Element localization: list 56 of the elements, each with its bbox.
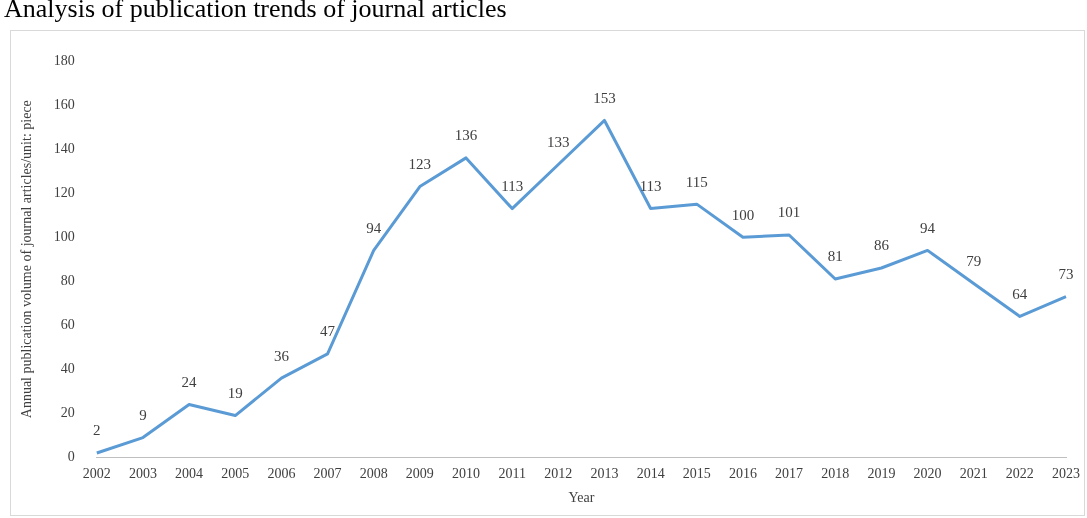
x-tick-label: 2008 [359, 466, 388, 482]
x-tick-label: 2021 [959, 466, 988, 482]
x-tick-label: 2023 [1052, 466, 1080, 482]
data-label: 101 [777, 204, 801, 221]
y-tick-label: 140 [53, 140, 75, 156]
x-tick-label: 2018 [821, 466, 850, 482]
data-label: 113 [501, 177, 524, 194]
y-tick-label: 100 [53, 228, 75, 244]
data-label: 47 [320, 323, 336, 340]
x-tick-label: 2022 [1005, 466, 1034, 482]
data-label: 24 [181, 373, 198, 390]
data-label: 79 [966, 252, 982, 269]
data-label: 123 [408, 155, 432, 172]
data-label: 73 [1058, 266, 1074, 283]
y-tick-label: 60 [60, 316, 75, 332]
data-label: 115 [685, 173, 708, 190]
x-tick-label: 2019 [867, 466, 896, 482]
data-label: 136 [454, 127, 478, 144]
data-label: 36 [273, 347, 290, 364]
y-tick-label: 0 [67, 449, 75, 465]
x-tick-label: 2016 [728, 466, 757, 482]
data-label: 81 [827, 248, 843, 265]
data-label: 94 [366, 219, 382, 236]
x-tick-label: 2020 [913, 466, 942, 482]
y-tick-label: 120 [53, 184, 75, 200]
x-tick-label: 2017 [775, 466, 804, 482]
x-tick-label: 2002 [82, 466, 111, 482]
y-tick-label: 160 [53, 96, 75, 112]
data-label: 94 [920, 219, 936, 236]
data-label: 153 [593, 89, 616, 106]
x-tick-label: 2012 [544, 466, 573, 482]
y-tick-label: 180 [53, 52, 75, 68]
y-axis-title: Annual publication volume of journal articles/unit: piece [19, 100, 35, 419]
data-label: 113 [639, 177, 662, 194]
data-label: 64 [1012, 285, 1028, 302]
data-label: 2 [93, 422, 101, 439]
x-tick-label: 2009 [405, 466, 434, 482]
x-tick-label: 2013 [590, 466, 619, 482]
y-tick-label: 40 [60, 360, 75, 376]
x-tick-label: 2011 [498, 466, 526, 482]
data-label: 133 [547, 133, 570, 150]
x-tick-label: 2007 [313, 466, 342, 482]
x-axis-title: Year [568, 490, 595, 506]
x-tick-label: 2006 [267, 466, 296, 482]
y-tick-label: 80 [60, 272, 75, 288]
data-label: 100 [731, 206, 755, 223]
data-label: 19 [227, 385, 243, 401]
y-tick-label: 20 [60, 405, 75, 421]
x-tick-label: 2014 [636, 466, 665, 482]
x-tick-label: 2003 [128, 466, 157, 482]
x-tick-label: 2004 [175, 466, 204, 482]
x-tick-label: 2015 [682, 466, 711, 482]
x-tick-label: 2010 [452, 466, 481, 482]
data-label: 9 [139, 407, 147, 424]
x-tick-label: 2005 [221, 466, 250, 482]
data-label: 86 [873, 237, 890, 254]
